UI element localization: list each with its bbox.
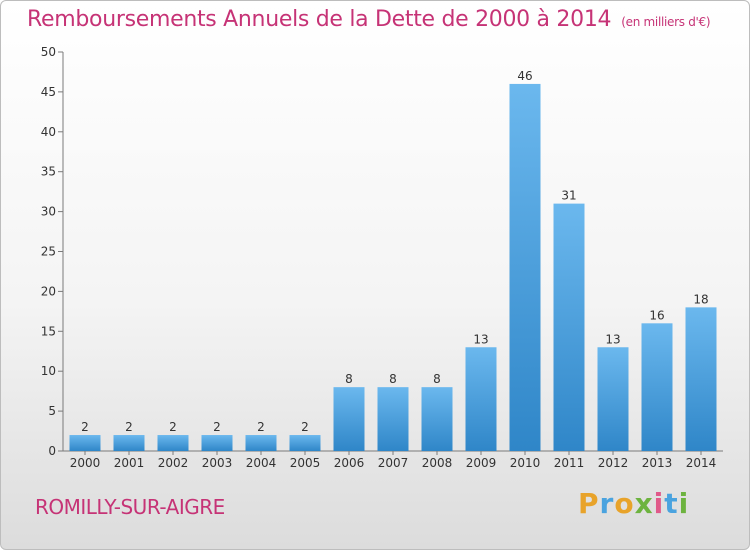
- x-tick-label: 2000: [70, 456, 101, 470]
- bar: [597, 347, 629, 451]
- x-tick-label: 2004: [246, 456, 277, 470]
- chart-subtitle: (en milliers d'€): [621, 15, 711, 29]
- x-tick-label: 2007: [378, 456, 409, 470]
- x-tick-label: 2012: [598, 456, 629, 470]
- y-tick-label: 35: [41, 165, 56, 179]
- bar: [113, 435, 145, 451]
- chart-title-text: Remboursements Annuels de la Dette de 20…: [27, 7, 612, 32]
- bar: [377, 387, 409, 451]
- data-label: 13: [473, 332, 488, 346]
- bar: [245, 435, 277, 451]
- bar: [333, 387, 365, 451]
- bar: [509, 83, 541, 452]
- data-label: 2: [169, 420, 177, 434]
- x-tick-label: 2008: [422, 456, 453, 470]
- data-label: 46: [517, 69, 532, 83]
- x-tick-label: 2009: [466, 456, 497, 470]
- y-tick-label: 45: [41, 85, 56, 99]
- data-label: 18: [693, 292, 708, 306]
- bar: [157, 435, 189, 451]
- data-label: 8: [389, 372, 397, 386]
- bar: [685, 307, 717, 451]
- y-tick-label: 20: [41, 284, 56, 298]
- data-label: 31: [561, 189, 576, 203]
- data-label: 2: [257, 420, 265, 434]
- x-tick-label: 2014: [686, 456, 717, 470]
- data-label: 8: [433, 372, 441, 386]
- data-label: 16: [649, 308, 664, 322]
- bar: [69, 435, 101, 451]
- data-label: 2: [301, 420, 309, 434]
- data-label: 8: [345, 372, 353, 386]
- data-label: 2: [81, 420, 89, 434]
- commune-name: ROMILLY-SUR-AIGRE: [35, 495, 225, 519]
- proxiti-logo: Proxiti: [578, 487, 690, 520]
- bar: [465, 347, 497, 451]
- x-tick-label: 2001: [114, 456, 145, 470]
- y-tick-label: 25: [41, 245, 56, 259]
- x-tick-label: 2006: [334, 456, 365, 470]
- chart-title: Remboursements Annuels de la Dette de 20…: [27, 7, 711, 32]
- bar: [421, 387, 453, 451]
- x-tick-label: 2013: [642, 456, 673, 470]
- y-tick-label: 5: [48, 404, 56, 418]
- chart-bars: [69, 83, 717, 452]
- chart-axes: 0 5 10 15 20 25 30 35 40 45 50 2000 2001 2002 2003 2004…: [41, 45, 723, 470]
- chart-labels: 2 2 2 2 2 2 8 8 8 13 46 31 13 16 18: [81, 69, 708, 434]
- y-tick-label: 30: [41, 205, 56, 219]
- x-tick-label: 2011: [554, 456, 585, 470]
- x-tick-label: 2002: [158, 456, 189, 470]
- y-tick-label: 10: [41, 364, 56, 378]
- bar: [641, 323, 673, 451]
- x-tick-label: 2003: [202, 456, 233, 470]
- y-tick-label: 40: [41, 125, 56, 139]
- x-tick-label: 2010: [510, 456, 541, 470]
- y-tick-label: 15: [41, 324, 56, 338]
- bar: [201, 435, 233, 451]
- bar: [289, 435, 321, 451]
- data-label: 2: [125, 420, 133, 434]
- data-label: 2: [213, 420, 221, 434]
- x-tick-label: 2005: [290, 456, 321, 470]
- data-label: 13: [605, 332, 620, 346]
- y-tick-label: 0: [48, 444, 56, 458]
- y-tick-label: 50: [41, 45, 56, 59]
- bar: [553, 203, 585, 451]
